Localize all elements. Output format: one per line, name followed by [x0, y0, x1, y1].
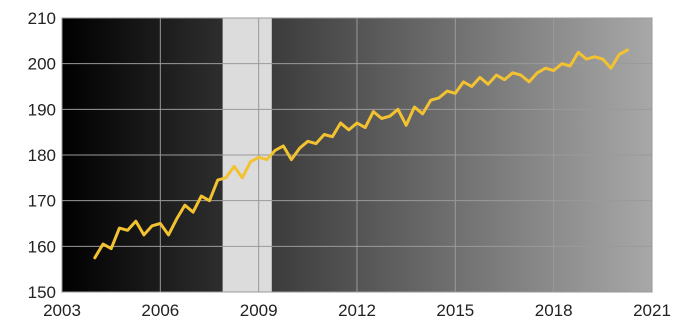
y-tick-label: 210: [28, 9, 56, 28]
y-tick-label: 200: [28, 55, 56, 74]
series-line: [93, 48, 629, 260]
y-tick-label: 190: [28, 100, 56, 119]
x-tick-label: 2003: [43, 301, 81, 320]
x-tick-label: 2015: [436, 301, 474, 320]
x-tick-label: 2012: [338, 301, 376, 320]
y-tick-label: 170: [28, 192, 56, 211]
x-tick-label: 2009: [240, 301, 278, 320]
x-tick-label: 2006: [141, 301, 179, 320]
x-tick-label: 2021: [633, 301, 671, 320]
gridlines: [61, 17, 653, 293]
y-tick-label: 150: [28, 283, 56, 302]
y-tick-label: 180: [28, 146, 56, 165]
y-axis: 150 160 170 180 190 200 210: [28, 9, 56, 302]
y-tick-label: 160: [28, 237, 56, 256]
x-tick-label: 2018: [535, 301, 573, 320]
x-axis: 2003 2006 2009 2012 2015 2018 2021: [43, 301, 671, 320]
